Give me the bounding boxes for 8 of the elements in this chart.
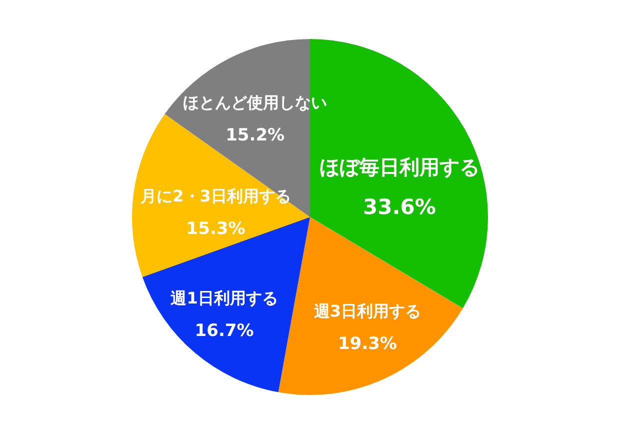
data-label: 15.2% xyxy=(226,126,285,146)
data-label: 19.3% xyxy=(338,334,397,354)
slice-label: 週1日利用する xyxy=(170,288,278,308)
data-label: 16.7% xyxy=(194,321,254,342)
data-label: 33.6% xyxy=(362,194,436,219)
data-label: 15.3% xyxy=(186,218,246,239)
slice-label: 週3日利用する xyxy=(312,302,422,321)
slice-label: ほぼ毎日利用する xyxy=(319,154,480,179)
